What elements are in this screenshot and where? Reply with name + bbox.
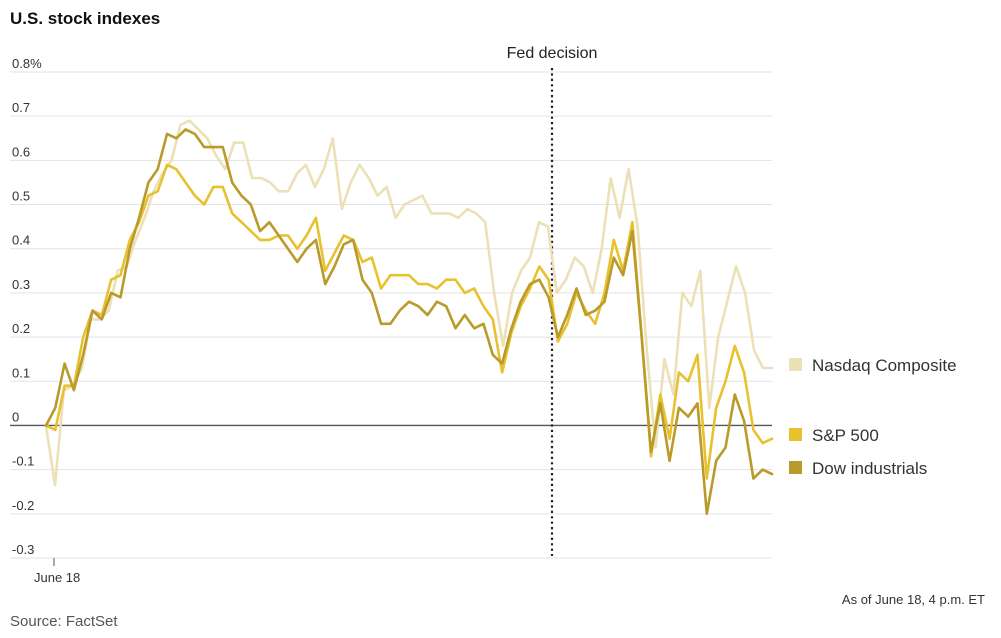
gridlines (10, 71, 772, 559)
series-line-dow-industrials (44, 128, 774, 516)
legend: Nasdaq Composite S&P 500 Dow industrials (789, 356, 957, 478)
series-lines (44, 119, 774, 516)
chart-title: U.S. stock indexes (10, 9, 161, 28)
y-tick-label: 0.7 (12, 100, 30, 115)
x-tick-label: June 18 (34, 570, 80, 585)
source-note: Source: FactSet (10, 613, 118, 630)
legend-label: Dow industrials (812, 459, 927, 478)
legend-swatch (789, 461, 802, 474)
legend-label: Nasdaq Composite (812, 356, 957, 375)
legend-swatch (789, 428, 802, 441)
y-tick-label: 0 (12, 409, 19, 424)
y-tick-label: 0.6 (12, 144, 30, 159)
y-tick-label: 0.4 (12, 233, 30, 248)
y-tick-label: -0.1 (12, 454, 34, 469)
y-axis-ticks: 0.8% 0.7 0.6 0.5 0.4 0.3 0.2 0.1 0 -0.1 -0.2 -0.3 (12, 56, 42, 557)
y-tick-label: -0.2 (12, 498, 34, 513)
y-tick-label: 0.5 (12, 189, 30, 204)
y-tick-label: 0.8% (12, 56, 42, 71)
x-axis: June 18 (34, 558, 80, 585)
y-tick-label: 0.1 (12, 365, 30, 380)
y-tick-label: 0.3 (12, 277, 30, 292)
y-tick-label: -0.3 (12, 542, 34, 557)
as-of-note: As of June 18, 4 p.m. ET (841, 592, 985, 607)
series-line-s-p-500 (44, 163, 774, 480)
fed-decision-label: Fed decision (507, 45, 598, 62)
legend-label: S&P 500 (812, 426, 879, 445)
y-tick-label: 0.2 (12, 321, 30, 336)
legend-swatch (789, 358, 802, 371)
